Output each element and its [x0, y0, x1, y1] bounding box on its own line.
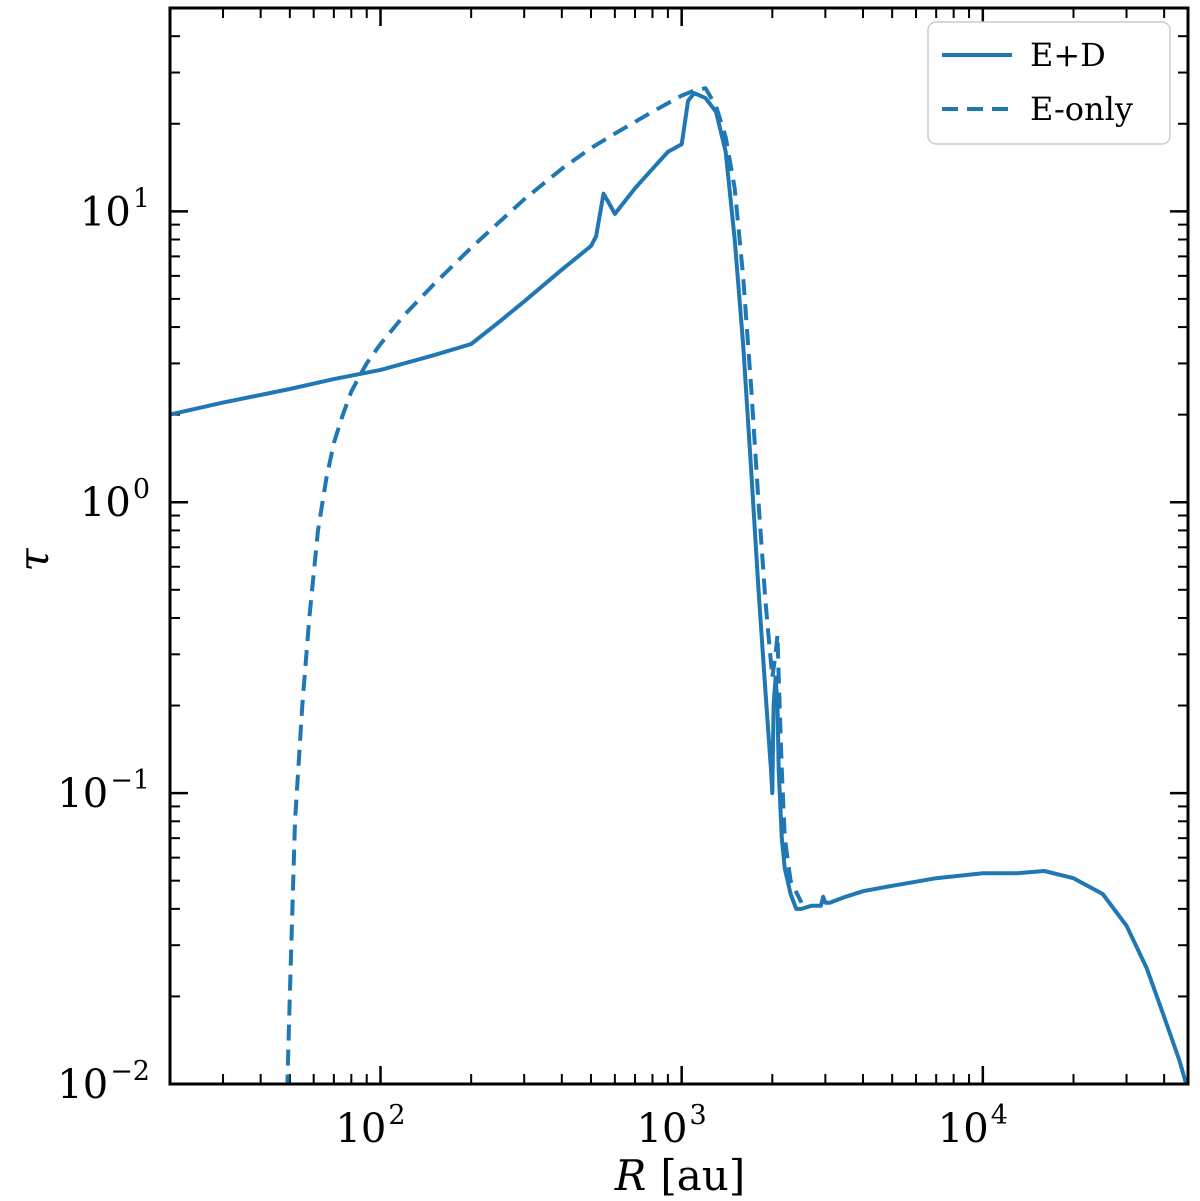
y-axis-label: τ [9, 548, 58, 572]
legend: E+D E-only [927, 21, 1171, 145]
x-tick-label: 104 [938, 1100, 1008, 1152]
series-lines [170, 86, 1188, 1084]
series-line-e-only [285, 86, 804, 1084]
tick-marks [169, 7, 1188, 1086]
series-line-e-plus-d [170, 91, 1188, 1084]
x-tick-label: 103 [637, 1100, 707, 1152]
x-axis-unit: [au] [660, 1151, 745, 1200]
x-axis-label: R [au] [614, 1151, 746, 1200]
tick-labels: 102 103 104 10−2 10−1 100 101 [57, 183, 1008, 1152]
x-axis-variable: R [614, 1151, 647, 1200]
x-tick-label: 102 [335, 1100, 405, 1152]
y-tick-label: 100 [80, 474, 150, 526]
legend-box [927, 21, 1171, 145]
plot-frame [168, 6, 1190, 1086]
legend-label-eonly: E-only [1030, 90, 1133, 128]
legend-label-ed: E+D [1030, 36, 1106, 74]
y-tick-label: 101 [80, 183, 150, 235]
y-tick-label: 10−1 [57, 765, 150, 817]
y-tick-label: 10−2 [57, 1056, 150, 1108]
